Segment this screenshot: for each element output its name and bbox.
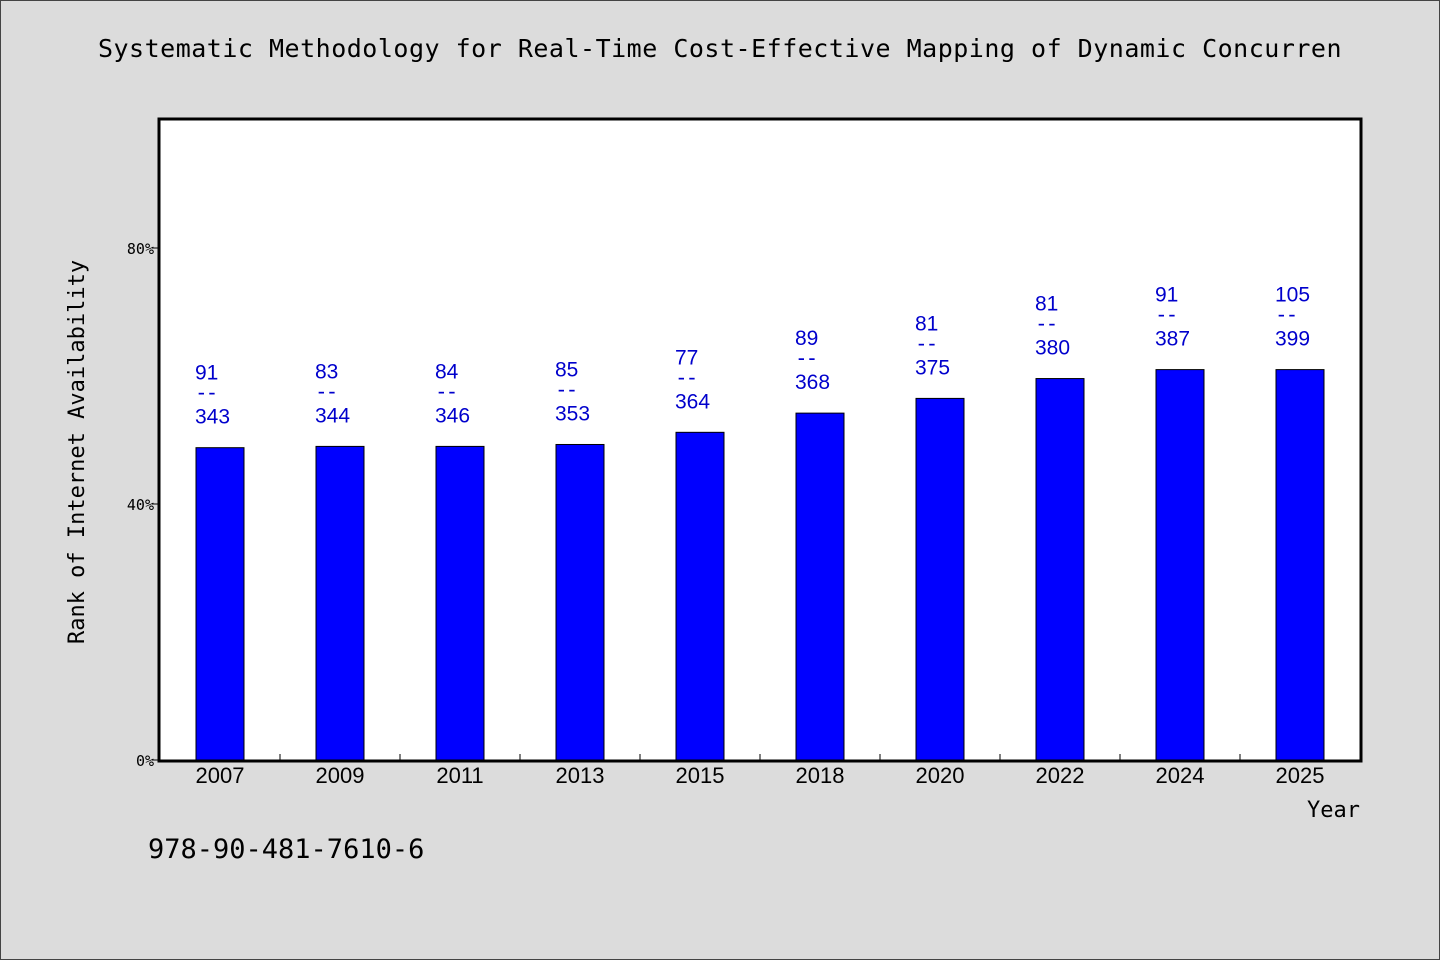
bar: [555, 443, 605, 761]
x-tick-label: 2018: [796, 763, 845, 788]
bar-annotation-bottom: 387: [1155, 328, 1190, 351]
x-tick-label: 2009: [316, 763, 365, 788]
bar: [435, 445, 485, 761]
x-tick-label: 2025: [1276, 763, 1325, 788]
x-tick-label: 2015: [676, 763, 725, 788]
bar: [1035, 378, 1085, 761]
bar-annotation-separator: --: [795, 346, 816, 370]
bar-annotation-separator: --: [1275, 303, 1296, 327]
bar: [915, 397, 965, 761]
x-tick-label: 2011: [436, 763, 483, 788]
bar-annotation-top: 84: [435, 360, 459, 383]
x-axis: 2007 2009 2011 2013 2015 2018 2020 2022 2024 2025: [196, 754, 1325, 788]
bar-annotation-separator: --: [915, 331, 936, 355]
bar-annotation-separator: --: [315, 379, 336, 403]
bar-annotation-top: 83: [315, 360, 338, 383]
bar-annotation-bottom: 346: [435, 404, 470, 427]
bar-annotation-bottom: 364: [675, 390, 710, 413]
x-tick-label: 2022: [1036, 763, 1085, 788]
y-axis-label: Rank of Internet Availability: [65, 260, 90, 644]
data-labels: 91--34383--34484--34685--35377--36489--3…: [195, 284, 1310, 429]
bar: [1155, 369, 1205, 761]
bar-annotation-top: 105: [1275, 284, 1310, 307]
bar: [195, 447, 245, 761]
bar-annotation-top: 91: [195, 362, 218, 385]
bar-annotation-bottom: 343: [195, 406, 230, 429]
bar-annotation-top: 81: [915, 312, 938, 335]
bar-annotation-bottom: 375: [915, 356, 950, 379]
x-tick-label: 2013: [556, 763, 605, 788]
isbn-footnote: 978-90-481-7610-6: [148, 834, 425, 865]
bar-annotation-bottom: 344: [315, 404, 350, 427]
plot-border: [157, 117, 1363, 763]
bar: [795, 412, 845, 761]
bar: [675, 431, 725, 761]
bar-annotation-top: 77: [675, 346, 698, 369]
bar-annotation-separator: --: [195, 381, 216, 405]
x-tick-label: 2024: [1156, 763, 1205, 788]
x-tick-label: 2020: [916, 763, 965, 788]
y-tick-label: 80%: [127, 240, 154, 258]
bar-annotation-top: 91: [1155, 284, 1178, 307]
bar-annotation-separator: --: [555, 377, 576, 401]
bars: [195, 369, 1325, 761]
x-tick-label: 2007: [196, 763, 245, 788]
bar-annotation-bottom: 368: [795, 371, 830, 394]
y-tick-label: 0%: [136, 752, 154, 770]
bar-annotation-separator: --: [1035, 312, 1056, 336]
bar: [315, 445, 365, 761]
bar-annotation-separator: --: [675, 365, 696, 389]
bar-annotation-top: 85: [555, 358, 578, 381]
y-axis: 0% 40% 80%: [127, 240, 160, 770]
bar-annotation-bottom: 380: [1035, 337, 1070, 360]
bar-annotation-top: 81: [1035, 293, 1058, 316]
bar-annotation-separator: --: [1155, 303, 1176, 327]
bar-annotation-top: 89: [795, 327, 818, 350]
bar: [1275, 369, 1325, 761]
y-tick-label: 40%: [127, 496, 154, 514]
bar-annotation-bottom: 353: [555, 402, 590, 425]
bar-annotation-separator: --: [435, 379, 456, 403]
bar-annotation-bottom: 399: [1275, 328, 1310, 351]
chart-title: Systematic Methodology for Real-Time Cos…: [97, 34, 1343, 63]
x-axis-label: Year: [1307, 798, 1360, 823]
